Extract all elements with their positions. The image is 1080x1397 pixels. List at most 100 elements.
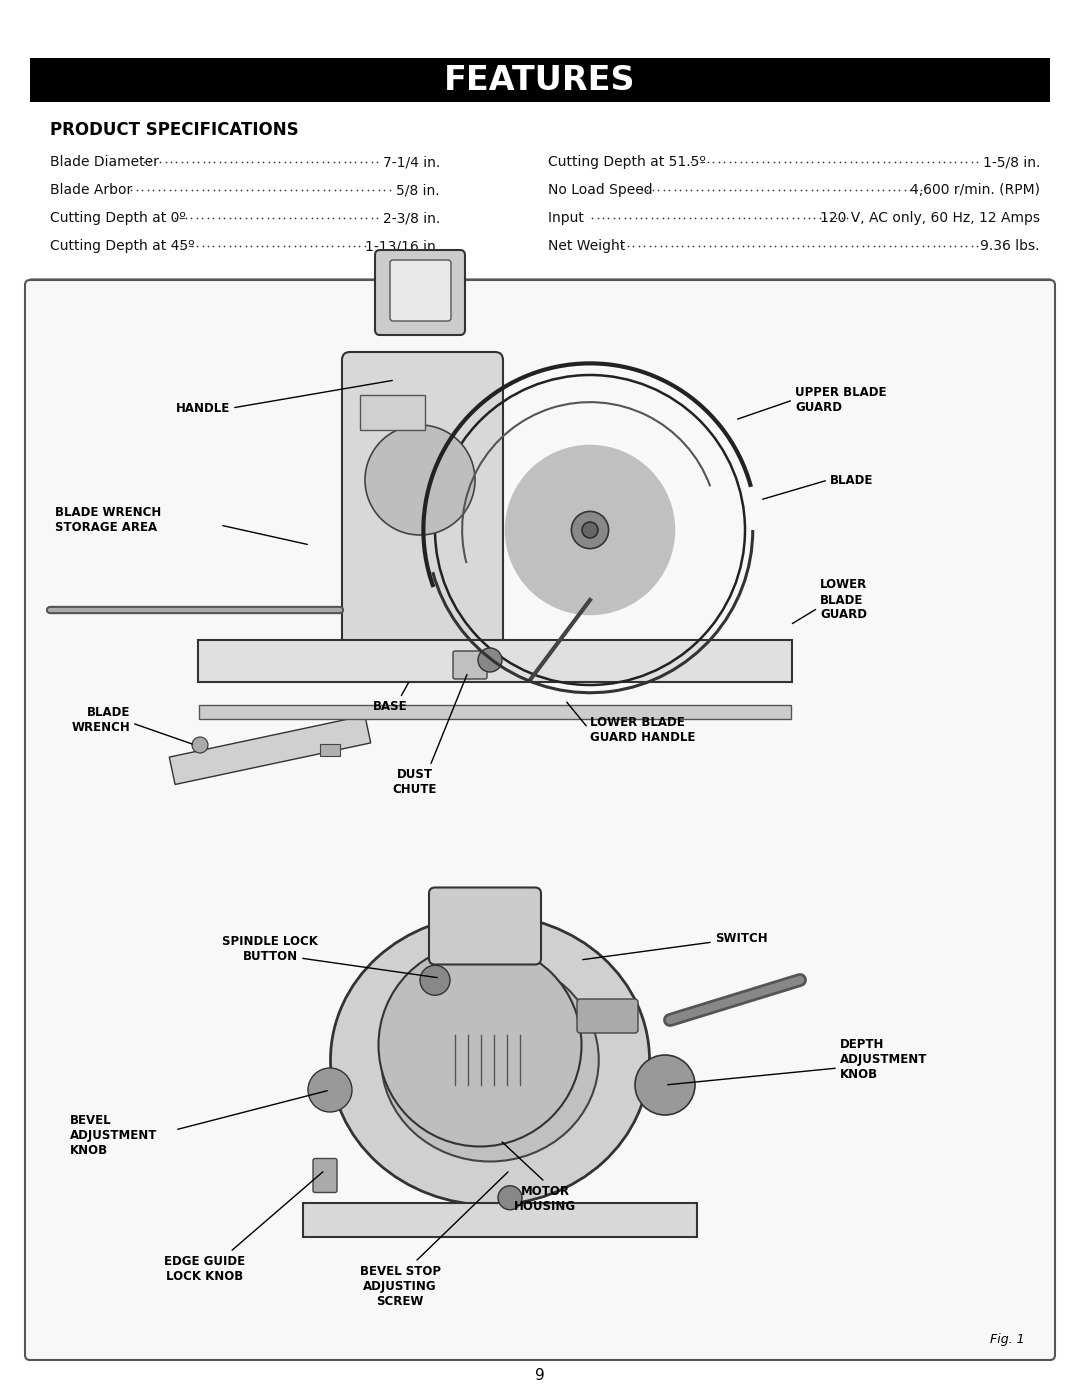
Circle shape (365, 425, 475, 535)
Point (676, 207, 693, 229)
Text: Fig. 1: Fig. 1 (990, 1334, 1025, 1347)
Point (633, 179, 650, 201)
Circle shape (498, 1186, 522, 1210)
Text: 7-1/4 in.: 7-1/4 in. (382, 155, 440, 169)
Point (771, 151, 788, 173)
Point (715, 179, 732, 201)
Point (631, 235, 648, 257)
Point (178, 179, 195, 201)
Text: HANDLE: HANDLE (176, 401, 230, 415)
Point (342, 179, 360, 201)
Point (654, 207, 672, 229)
Point (804, 151, 821, 173)
Point (798, 179, 815, 201)
Point (363, 151, 380, 173)
Point (368, 207, 386, 229)
Point (751, 235, 768, 257)
Point (799, 235, 816, 257)
Point (843, 235, 861, 257)
Point (766, 151, 783, 173)
Text: 4,600 r/min. (RPM): 4,600 r/min. (RPM) (910, 183, 1040, 197)
Point (286, 235, 303, 257)
Point (778, 235, 795, 257)
Point (293, 151, 310, 173)
Point (941, 151, 958, 173)
Text: 9.36 lbs.: 9.36 lbs. (981, 239, 1040, 253)
Point (613, 235, 631, 257)
Point (876, 235, 893, 257)
Point (914, 235, 931, 257)
Point (249, 151, 267, 173)
Point (352, 151, 369, 173)
Text: 5/8 in.: 5/8 in. (396, 183, 440, 197)
FancyBboxPatch shape (303, 1203, 697, 1236)
Point (353, 179, 370, 201)
Point (792, 179, 809, 201)
Point (173, 235, 190, 257)
Point (732, 151, 750, 173)
Point (644, 207, 661, 229)
Point (825, 151, 842, 173)
Point (947, 235, 964, 257)
Point (699, 151, 716, 173)
Text: 9: 9 (535, 1368, 545, 1383)
Point (228, 151, 245, 173)
Point (302, 207, 320, 229)
Point (699, 179, 716, 201)
Point (935, 151, 953, 173)
Point (754, 179, 771, 201)
Point (238, 207, 255, 229)
Point (178, 235, 195, 257)
Point (275, 207, 293, 229)
Point (297, 235, 314, 257)
Point (303, 151, 321, 173)
Point (200, 179, 217, 201)
Point (276, 179, 294, 201)
Point (963, 151, 981, 173)
Point (642, 235, 659, 257)
Point (248, 207, 266, 229)
Circle shape (504, 444, 675, 615)
Point (265, 235, 282, 257)
Point (314, 207, 332, 229)
Point (348, 179, 365, 201)
Point (946, 151, 963, 173)
Circle shape (582, 522, 598, 538)
Point (227, 235, 244, 257)
Point (129, 179, 146, 201)
Point (836, 179, 853, 201)
Point (610, 207, 627, 229)
Point (599, 207, 617, 229)
Point (297, 207, 314, 229)
Point (660, 207, 677, 229)
Point (314, 151, 332, 173)
Text: LOWER
BLADE
GUARD: LOWER BLADE GUARD (820, 578, 867, 622)
Bar (320, 745, 340, 756)
Point (320, 207, 337, 229)
Text: MOTOR
HOUSING: MOTOR HOUSING (514, 1185, 576, 1213)
Point (705, 151, 723, 173)
Point (725, 207, 742, 229)
Point (298, 179, 315, 201)
Point (864, 151, 881, 173)
Point (903, 235, 920, 257)
Point (727, 179, 744, 201)
Point (589, 207, 606, 229)
Point (969, 151, 986, 173)
Point (656, 179, 673, 201)
FancyBboxPatch shape (375, 250, 465, 335)
Text: LOWER BLADE
GUARD HANDLE: LOWER BLADE GUARD HANDLE (590, 717, 696, 745)
Point (734, 235, 752, 257)
Point (833, 207, 850, 229)
Point (773, 207, 791, 229)
Text: Cutting Depth at 45º: Cutting Depth at 45º (50, 239, 194, 253)
Point (811, 207, 828, 229)
Point (825, 179, 842, 201)
Point (740, 235, 757, 257)
Text: BLADE WRENCH
STORAGE AREA: BLADE WRENCH STORAGE AREA (55, 506, 161, 534)
Point (330, 151, 348, 173)
Point (832, 235, 849, 257)
Point (638, 179, 656, 201)
Point (762, 207, 780, 229)
Ellipse shape (330, 915, 649, 1206)
